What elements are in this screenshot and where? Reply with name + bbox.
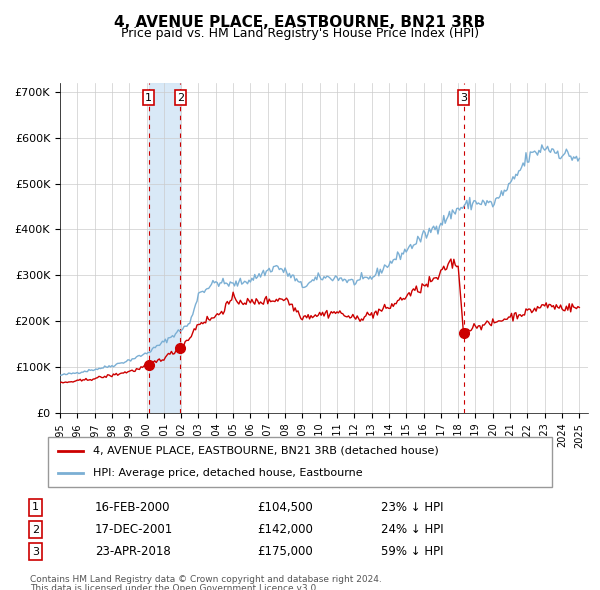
Text: 23% ↓ HPI: 23% ↓ HPI <box>381 501 443 514</box>
Text: £104,500: £104,500 <box>257 501 313 514</box>
Text: This data is licensed under the Open Government Licence v3.0.: This data is licensed under the Open Gov… <box>30 584 319 590</box>
Text: 16-FEB-2000: 16-FEB-2000 <box>95 501 170 514</box>
Text: 4, AVENUE PLACE, EASTBOURNE, BN21 3RB: 4, AVENUE PLACE, EASTBOURNE, BN21 3RB <box>115 15 485 30</box>
FancyBboxPatch shape <box>48 437 552 487</box>
Text: 1: 1 <box>32 503 39 512</box>
Text: 59% ↓ HPI: 59% ↓ HPI <box>381 545 443 558</box>
Text: £175,000: £175,000 <box>257 545 313 558</box>
Text: 2: 2 <box>32 525 39 535</box>
Text: 24% ↓ HPI: 24% ↓ HPI <box>381 523 443 536</box>
Text: HPI: Average price, detached house, Eastbourne: HPI: Average price, detached house, East… <box>94 468 363 478</box>
Text: Contains HM Land Registry data © Crown copyright and database right 2024.: Contains HM Land Registry data © Crown c… <box>30 575 382 584</box>
Bar <box>149 83 181 413</box>
Text: 17-DEC-2001: 17-DEC-2001 <box>95 523 173 536</box>
Text: 4, AVENUE PLACE, EASTBOURNE, BN21 3RB (detached house): 4, AVENUE PLACE, EASTBOURNE, BN21 3RB (d… <box>94 445 439 455</box>
Text: 2: 2 <box>177 93 184 103</box>
Text: 3: 3 <box>460 93 467 103</box>
Text: 23-APR-2018: 23-APR-2018 <box>95 545 170 558</box>
Text: £142,000: £142,000 <box>257 523 313 536</box>
Text: 1: 1 <box>145 93 152 103</box>
Text: 3: 3 <box>32 547 39 556</box>
Text: Price paid vs. HM Land Registry's House Price Index (HPI): Price paid vs. HM Land Registry's House … <box>121 27 479 40</box>
